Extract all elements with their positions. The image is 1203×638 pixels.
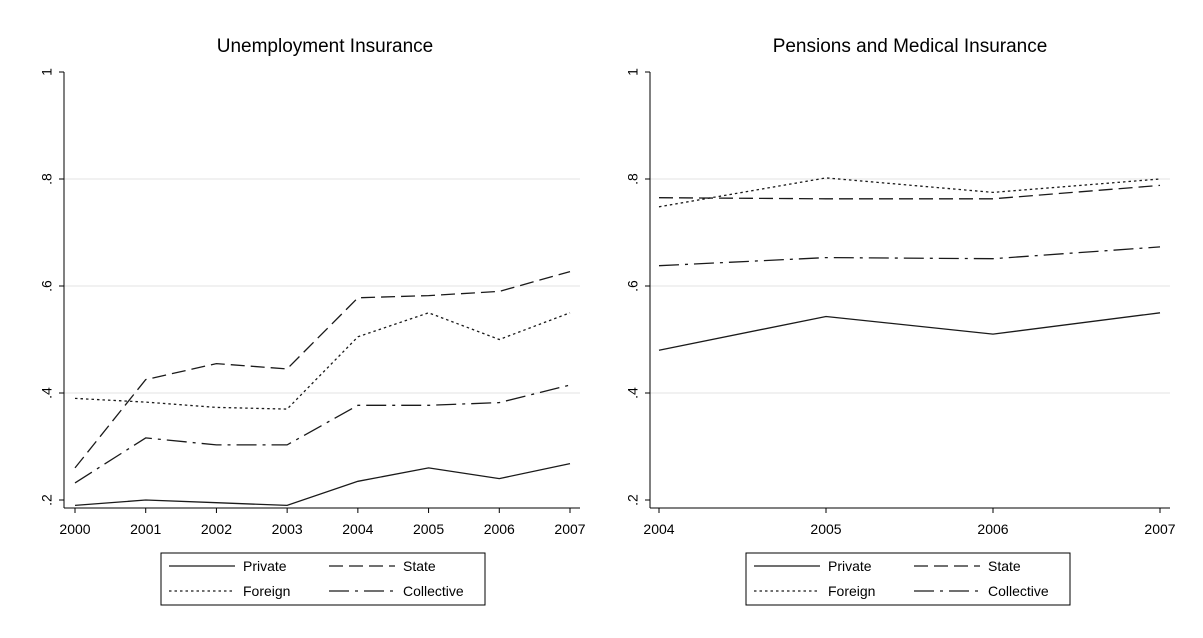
- legend-label-state: State: [403, 558, 436, 574]
- y-tick-label: .6: [39, 280, 55, 292]
- series-line-private: [658, 312, 1161, 351]
- y-tick-label: 1: [39, 68, 55, 76]
- legend-box: [160, 552, 486, 606]
- x-tick-label: 2006: [977, 521, 1008, 537]
- chart-panel-1: .2 .4 .6 .8 1 2000 2001 2002 2003 2004 2005 2006 200…: [39, 36, 586, 606]
- series-line-collective: [74, 384, 571, 484]
- legend-label-collective: Collective: [988, 583, 1049, 599]
- legend-label-foreign: Foreign: [243, 583, 290, 599]
- y-tick-label: .4: [625, 387, 641, 399]
- series-line-collective: [658, 246, 1161, 267]
- chart-title: Pensions and Medical Insurance: [773, 36, 1048, 57]
- legend-label-collective: Collective: [403, 583, 464, 599]
- y-tick-label: .8: [625, 173, 641, 185]
- legend: Private State Foreign Collective: [160, 552, 486, 606]
- x-tick-label: 2005: [413, 521, 444, 537]
- x-tick-label: 2004: [643, 521, 674, 537]
- series-line-state: [74, 270, 571, 469]
- x-tick-label: 2005: [810, 521, 841, 537]
- x-tick-label: 2006: [484, 521, 515, 537]
- x-tick-label: 2007: [1144, 521, 1175, 537]
- legend-label-private: Private: [828, 558, 872, 574]
- legend-label-state: State: [988, 558, 1021, 574]
- x-tick-label: 2002: [201, 521, 232, 537]
- chart-title: Unemployment Insurance: [217, 36, 434, 57]
- y-tick-label: .4: [39, 387, 55, 399]
- x-tick-label: 2003: [272, 521, 303, 537]
- legend: Private State Foreign Collective: [745, 552, 1071, 606]
- series-line-foreign: [658, 177, 1161, 208]
- chart-panel-2: .2 .4 .6 .8 1 2004 2005 2006 2007 Pensions and Me…: [625, 36, 1176, 606]
- series-line-foreign: [74, 312, 571, 410]
- x-tick-label: 2007: [554, 521, 585, 537]
- y-tick-label: 1: [625, 68, 641, 76]
- x-tick-label: 2004: [342, 521, 373, 537]
- series-line-private: [74, 462, 571, 507]
- series-line-state: [658, 184, 1161, 200]
- y-tick-label: .2: [625, 494, 641, 506]
- x-tick-label: 2000: [59, 521, 90, 537]
- y-tick-label: .8: [39, 173, 55, 185]
- legend-box: [745, 552, 1071, 606]
- y-tick-label: .6: [625, 280, 641, 292]
- y-tick-label: .2: [39, 494, 55, 506]
- legend-label-private: Private: [243, 558, 287, 574]
- x-tick-label: 2001: [130, 521, 161, 537]
- legend-label-foreign: Foreign: [828, 583, 875, 599]
